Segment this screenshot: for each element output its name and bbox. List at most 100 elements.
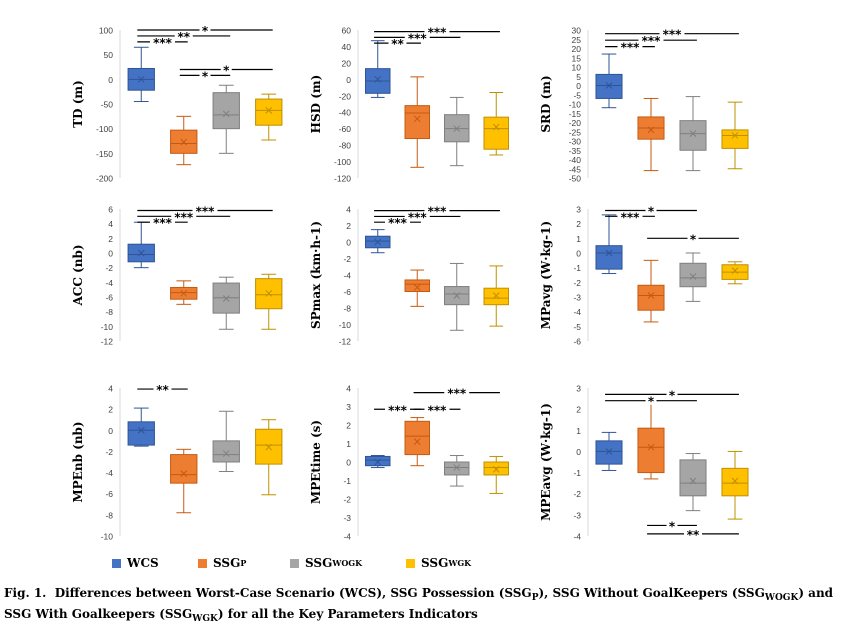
mean-marker: [265, 107, 273, 114]
box-wcs: [595, 431, 623, 471]
box-iqr: [595, 73, 623, 99]
bracket-label: *: [669, 388, 676, 402]
box-wcs: [127, 221, 155, 269]
box-wcs: [595, 214, 623, 275]
significance-bracket: ***: [413, 387, 500, 401]
legend-swatch-wcs: [112, 558, 121, 568]
significance-bracket: ***: [605, 41, 655, 55]
y-tick-label: 15: [572, 53, 582, 63]
mean-marker: [731, 132, 739, 139]
y-tick-label: -2: [573, 278, 581, 288]
y-tick-label: -2: [105, 447, 113, 457]
y-tick-label: -10: [569, 100, 582, 110]
y-tick-label: 1: [346, 439, 351, 449]
y-tick-label: -6: [343, 287, 351, 297]
legend-label-ssgp: SSG: [213, 556, 241, 570]
box-ssgp: [404, 76, 430, 168]
y-axis-title: ACC (nb): [71, 244, 85, 306]
y-tick-label: -3: [573, 293, 581, 303]
significance-bracket: ***: [374, 26, 500, 40]
bracket-label-bg: [424, 26, 450, 36]
bracket-label: ***: [196, 204, 216, 218]
significance-bracket: ***: [605, 28, 739, 42]
mean-marker: [689, 273, 697, 280]
legend-swatch-ssgwgk: [406, 558, 415, 568]
y-tick-label: -25: [569, 127, 582, 137]
caption-part-1: Differences between Worst-Case Scenario …: [54, 586, 532, 600]
bracket-label-bg: [199, 25, 211, 34]
box-ssgp: [637, 97, 665, 172]
y-tick-label: -2: [343, 495, 351, 505]
mean-marker: [137, 249, 145, 257]
bracket-label-bg: [388, 38, 407, 48]
bracket-label-bg: [404, 211, 430, 221]
box-iqr: [255, 98, 283, 126]
box-ssgwgk: [721, 261, 749, 285]
y-tick-label: 1: [576, 234, 581, 244]
bracket-label: ***: [174, 210, 194, 224]
box-ssgwogk: [679, 96, 707, 172]
bracket-label: ***: [621, 41, 641, 55]
y-tick-label: -10: [339, 320, 352, 330]
box-ssgwogk: [444, 96, 470, 167]
y-axis-title: MPEnb (nb): [71, 421, 85, 502]
mean-marker: [492, 466, 500, 473]
box-ssgwogk: [679, 453, 707, 512]
box-ssgwgk: [483, 265, 509, 327]
bracket-label-bg: [645, 395, 657, 405]
y-tick-label: 3: [346, 402, 351, 412]
bracket-label-bg: [385, 404, 410, 414]
y-tick-label: -4: [105, 468, 113, 478]
y-tick-label: -40: [569, 155, 582, 165]
y-tick-label: -10: [101, 532, 114, 542]
bracket-label: ***: [642, 34, 662, 48]
significance-bracket: ***: [374, 216, 421, 230]
y-tick-label: 5: [576, 72, 581, 82]
bracket-label: *: [648, 395, 655, 409]
bracket-label: **: [687, 528, 700, 542]
bracket-label-bg: [617, 41, 643, 51]
mean-marker: [180, 289, 188, 297]
bracket-label-bg: [150, 36, 175, 46]
y-tick-label: -50: [569, 174, 582, 184]
bracket-label-bg: [687, 233, 699, 243]
mean-marker: [689, 477, 697, 485]
y-tick-label: 4: [108, 384, 113, 394]
y-tick-label: -50: [101, 100, 114, 110]
y-tick-label: 2: [346, 221, 351, 231]
box-iqr: [483, 287, 509, 306]
box-ssgp: [170, 115, 198, 166]
caption-sub-2: WOGK: [764, 593, 799, 603]
significance-bracket: *: [605, 395, 697, 409]
mean-marker: [413, 115, 421, 123]
box-wcs: [365, 455, 391, 469]
mean-marker: [647, 443, 655, 451]
y-tick-label: -20: [569, 118, 582, 128]
bracket-label-bg: [659, 28, 685, 38]
bracket-label: ***: [153, 36, 173, 50]
bracket-label: *: [202, 24, 209, 38]
mean-marker: [180, 470, 188, 477]
box-iqr: [212, 440, 240, 463]
box-wcs: [595, 53, 623, 109]
mean-marker: [374, 75, 382, 83]
y-tick-label: -4: [105, 278, 113, 288]
legend-swatch-ssgwogk: [290, 558, 299, 568]
y-tick-label: 4: [108, 219, 113, 229]
y-tick-label: -15: [569, 109, 582, 119]
y-tick-label: 20: [342, 58, 352, 68]
caption-part-3: ) and SSG With Goalkeepers (SSG: [4, 586, 834, 621]
significance-bracket: ***: [374, 403, 421, 417]
significance-bracket: **: [647, 528, 739, 542]
bracket-label-bg: [444, 387, 470, 397]
box-iqr: [637, 427, 665, 474]
significance-bracket: ***: [137, 216, 188, 230]
box-wcs: [365, 229, 391, 254]
bracket-label-bg: [666, 389, 678, 399]
mean-marker: [265, 289, 273, 297]
panel-mpenb: 4 2 0 -2 -4 -6 -8 -10 MPEnb (nb) **: [71, 383, 283, 542]
box-iqr: [127, 421, 155, 446]
mean-marker: [453, 292, 461, 299]
box-ssgp: [637, 259, 665, 323]
